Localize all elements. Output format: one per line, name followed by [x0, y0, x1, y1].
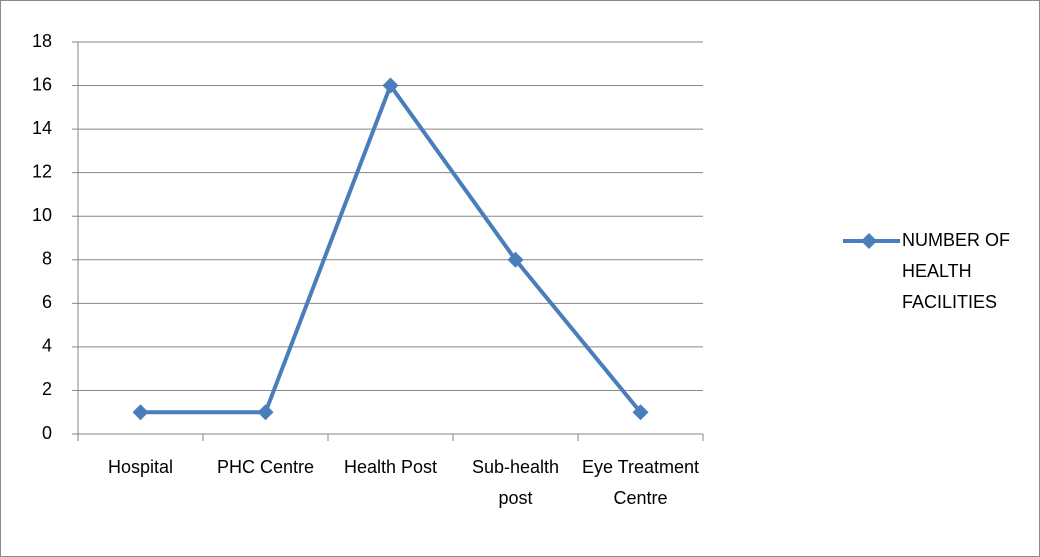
x-tick-label: Health Post	[343, 457, 438, 477]
x-tick-label: Eye Treatment Centre	[581, 457, 700, 508]
y-tick-label: 10	[32, 205, 52, 225]
marker	[632, 404, 649, 421]
y-tick-label: 2	[42, 379, 52, 399]
marker	[132, 404, 149, 421]
y-tick-label: 16	[32, 74, 52, 94]
x-tick-label: Hospital	[107, 457, 174, 477]
marker	[257, 404, 274, 421]
y-tick-label: 6	[42, 292, 52, 312]
marker	[507, 251, 524, 268]
y-tick-label: 8	[42, 249, 52, 269]
x-tick-label: Sub-health post	[471, 457, 560, 508]
marker	[382, 77, 399, 94]
x-tick-label-box: Eye Treatment Centre	[581, 457, 700, 508]
y-tick-label: 0	[42, 423, 52, 443]
legend-label-box: NUMBER OF HEALTH FACILITIES	[902, 230, 1010, 312]
x-tick-label-box: Sub-health post	[471, 457, 560, 508]
x-tick-label-box: PHC Centre	[216, 457, 315, 477]
y-tick-label: 4	[42, 336, 52, 356]
legend-marker	[861, 233, 877, 249]
y-tick-label: 14	[32, 118, 52, 138]
x-tick-label-box: Health Post	[343, 457, 438, 477]
x-tick-label-box: Hospital	[107, 457, 174, 477]
x-tick-label: PHC Centre	[216, 457, 315, 477]
y-tick-label: 12	[32, 161, 52, 181]
legend-label: NUMBER OF HEALTH FACILITIES	[902, 230, 1010, 312]
y-tick-label: 18	[32, 31, 52, 51]
